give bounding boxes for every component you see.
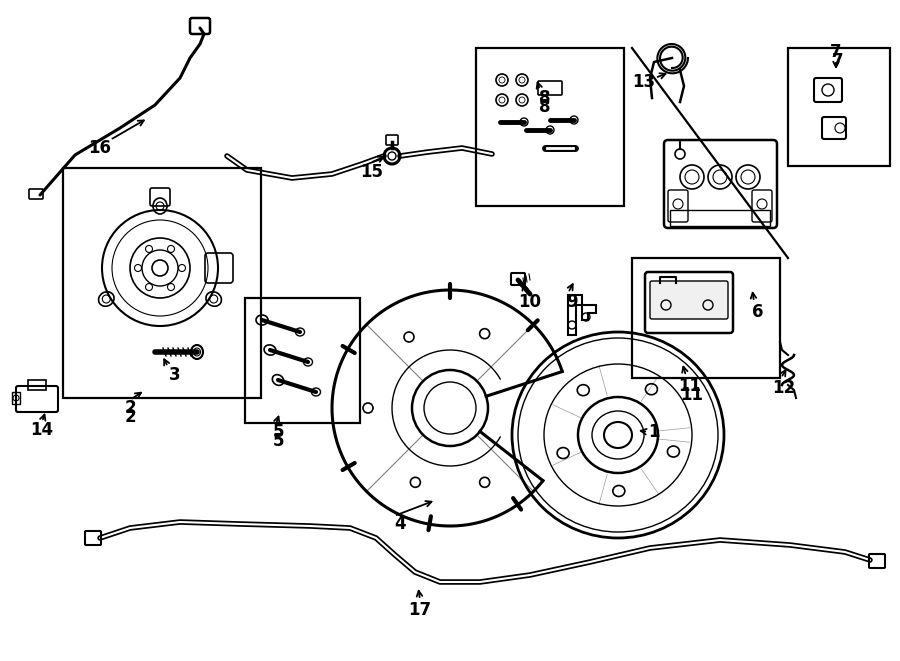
Bar [788, 48, 890, 166]
Text: 6: 6 [752, 303, 764, 321]
Bar [28, 380, 46, 390]
Text: 14: 14 [31, 421, 54, 439]
Bar [12, 392, 20, 404]
Text: 16: 16 [88, 139, 112, 157]
Text: 5: 5 [272, 423, 284, 441]
Text: 8: 8 [539, 89, 551, 107]
Bar [670, 210, 770, 226]
Bar [63, 168, 261, 398]
FancyBboxPatch shape [650, 281, 728, 319]
Text: 7: 7 [832, 52, 844, 70]
Text: 15: 15 [361, 163, 383, 181]
Text: 11: 11 [679, 377, 701, 395]
Text: 10: 10 [518, 293, 542, 311]
Text: 8: 8 [539, 98, 551, 116]
Text: 11: 11 [680, 386, 704, 404]
Text: 12: 12 [772, 379, 796, 397]
Text: 17: 17 [409, 601, 432, 619]
Text: 9: 9 [566, 293, 578, 311]
Bar [476, 48, 624, 206]
Text: 2: 2 [124, 408, 136, 426]
Text: 3: 3 [169, 366, 181, 384]
Bar [245, 298, 360, 423]
Text: 2: 2 [124, 399, 136, 417]
Text: 1: 1 [648, 423, 660, 441]
Text: 13: 13 [633, 73, 655, 91]
Text: 5: 5 [272, 432, 284, 450]
Text: 4: 4 [394, 515, 406, 533]
Bar [632, 258, 780, 378]
Text: 7: 7 [830, 43, 842, 61]
